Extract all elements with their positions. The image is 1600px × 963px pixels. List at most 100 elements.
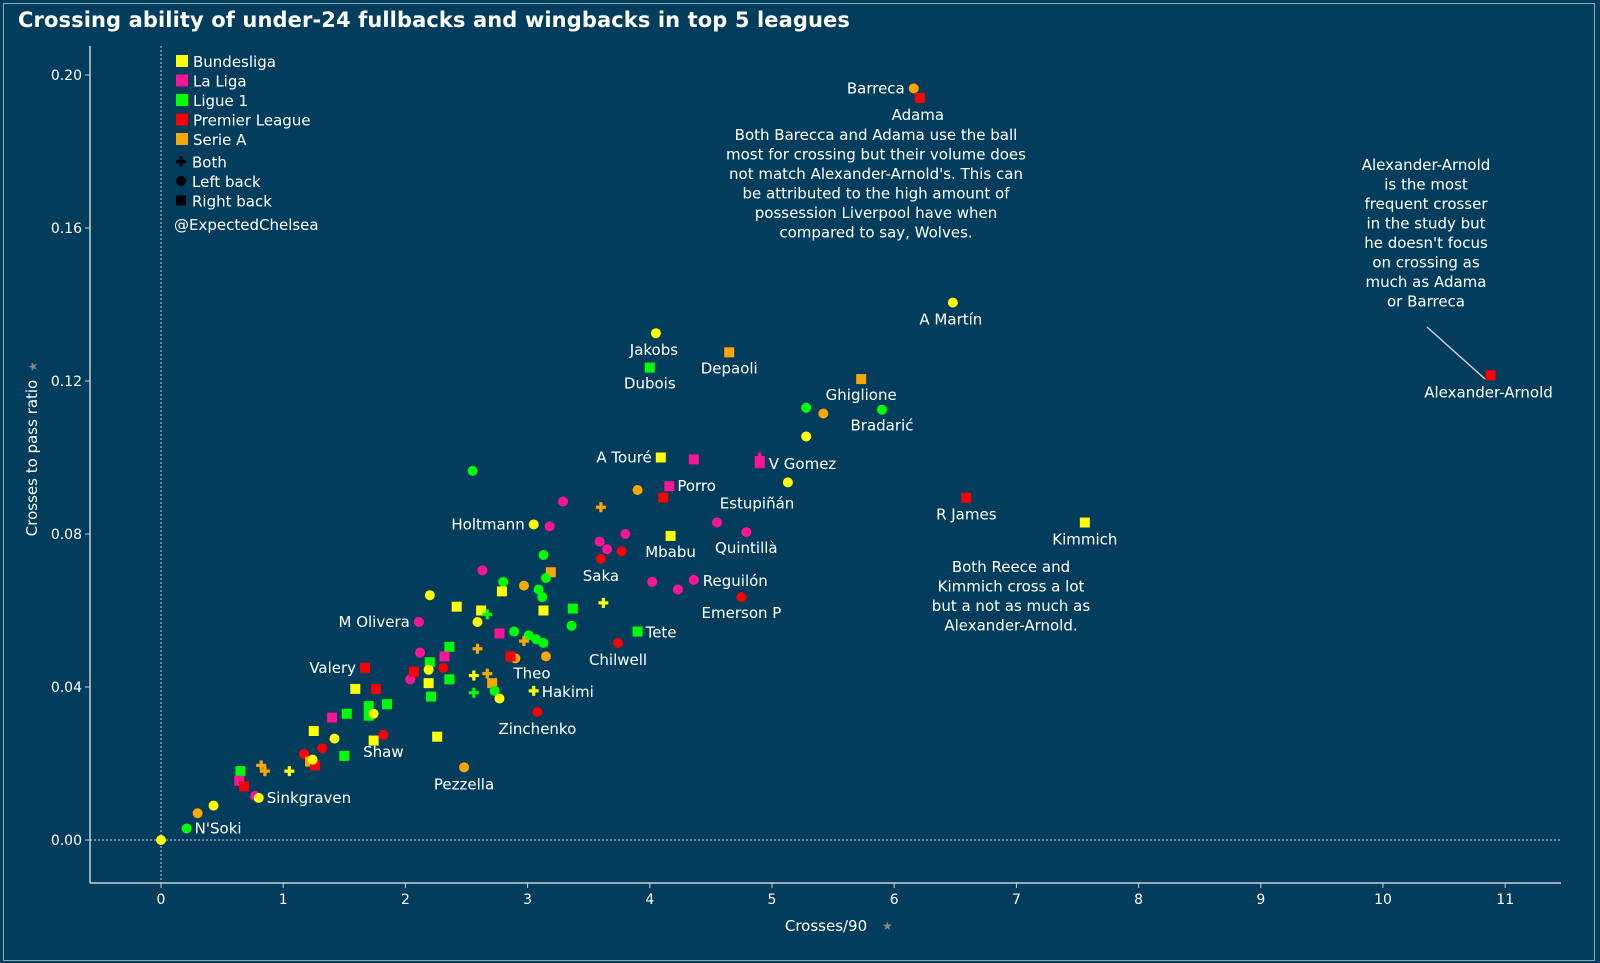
data-point [477,565,488,576]
point-label: Chilwell [589,651,647,669]
point-label: Estupiñán [720,495,795,513]
annotation-line: much as Adama [1366,273,1487,291]
data-point [487,678,498,689]
data-point [378,729,389,740]
point-label: Pezzella [434,775,494,793]
data-point [538,605,549,616]
annotations: Both Barecca and Adama use the ball most … [726,126,1490,635]
data-point [1485,370,1496,381]
data-point [368,708,379,719]
point-label: A Touré [596,449,651,467]
x-tick-label: 3 [523,892,532,908]
point-label: Dubois [624,375,676,393]
point-label: Jakobs [629,341,678,359]
legend-label: Premier League [193,112,311,130]
data-point [650,328,661,339]
x-tick-label: 1 [279,892,288,908]
data-point [712,517,723,528]
legend-swatch-bundesliga [176,55,188,67]
x-tick-label: 11 [1496,892,1514,908]
legend-label: La Liga [193,73,247,91]
data-point [655,452,666,463]
x-tick-label: 4 [645,892,654,908]
legend-swatch-serie-a [176,133,188,145]
point-label: Shaw [363,743,404,761]
data-point [801,431,812,442]
annotation-line: Both Barecca and Adama use the ball [735,126,1018,144]
annotation-line: Alexander-Arnold [1362,156,1491,174]
x-tick-label: 6 [890,892,899,908]
data-point [239,781,250,792]
point-labels: Alexander-Arnold Barreca Adama A Martín Jako… [195,79,1553,837]
y-axis-pin-icon[interactable]: ★ [26,361,40,372]
data-point [664,481,675,492]
point-label: Adama [892,106,945,124]
data-point [438,662,449,673]
data-point [424,590,435,601]
data-point [613,638,624,649]
data-point [253,792,264,803]
point-label: Alexander-Arnold [1424,383,1553,401]
point-label: Valery [309,659,356,677]
data-point [451,601,462,612]
data-point [424,657,435,668]
legend-circle-icon [176,176,186,186]
data-point [538,638,549,649]
point-label: Barreca [847,79,905,97]
data-point [616,546,627,557]
point-label: R James [936,506,997,524]
legend-plus-icon-v [179,156,183,167]
legend-label: Left back [192,173,261,191]
data-point [482,668,493,679]
point-label: Zinchenko [498,720,576,738]
data-point [498,576,509,587]
data-point [528,685,539,696]
annotation-line: Alexander-Arnold. [944,617,1077,635]
data-point [1079,517,1090,528]
point-label: Depaoli [701,359,758,377]
data-point [329,733,340,744]
data-point [518,580,529,591]
data-point [496,586,507,597]
legend-label: Right back [192,193,272,211]
data-point [494,693,505,704]
data-point [341,708,352,719]
data-point [741,527,752,538]
data-point [426,691,437,702]
data-point [382,699,393,710]
point-label: Kimmich [1052,531,1117,549]
x-axis-pin-icon[interactable]: ★ [882,919,893,933]
data-point-v [758,452,762,463]
data-point [602,544,613,555]
point-label: Sinkgraven [267,789,351,807]
data-point [423,678,434,689]
axes: 0 1 2 3 4 5 6 7 8 9 10 11 0.00 0.04 0.08 0.12 0.16 0.20 [51,46,1561,908]
data-point-v [485,609,489,620]
data-point [298,748,309,759]
data-point [876,404,887,415]
data-point [620,529,631,539]
data-point [537,592,548,603]
data-point-v [259,760,263,771]
annotation-line: possession Liverpool have when [755,204,998,222]
annotation-barreca-adama: Both Barecca and Adama use the ball most … [726,126,1026,242]
data-point [308,725,319,736]
point-label: Bradarić [851,417,914,435]
data-point [545,567,556,578]
y-tick-label: 0.16 [51,221,82,237]
y-tick-label: 0.20 [51,68,82,84]
annotation-line: most for crossing but their volume does [726,146,1026,164]
data-point [181,823,192,834]
data-point-v [263,766,267,777]
data-point-v [532,685,536,696]
data-point [309,760,320,771]
data-point [467,465,478,476]
annotation-line: compared to say, Wolves. [779,224,972,242]
data-point-v [287,766,291,777]
data-point [540,651,551,662]
y-axis-label: Crosses to pass ratio [23,380,41,536]
legend-swatch-premier-league [176,113,188,126]
